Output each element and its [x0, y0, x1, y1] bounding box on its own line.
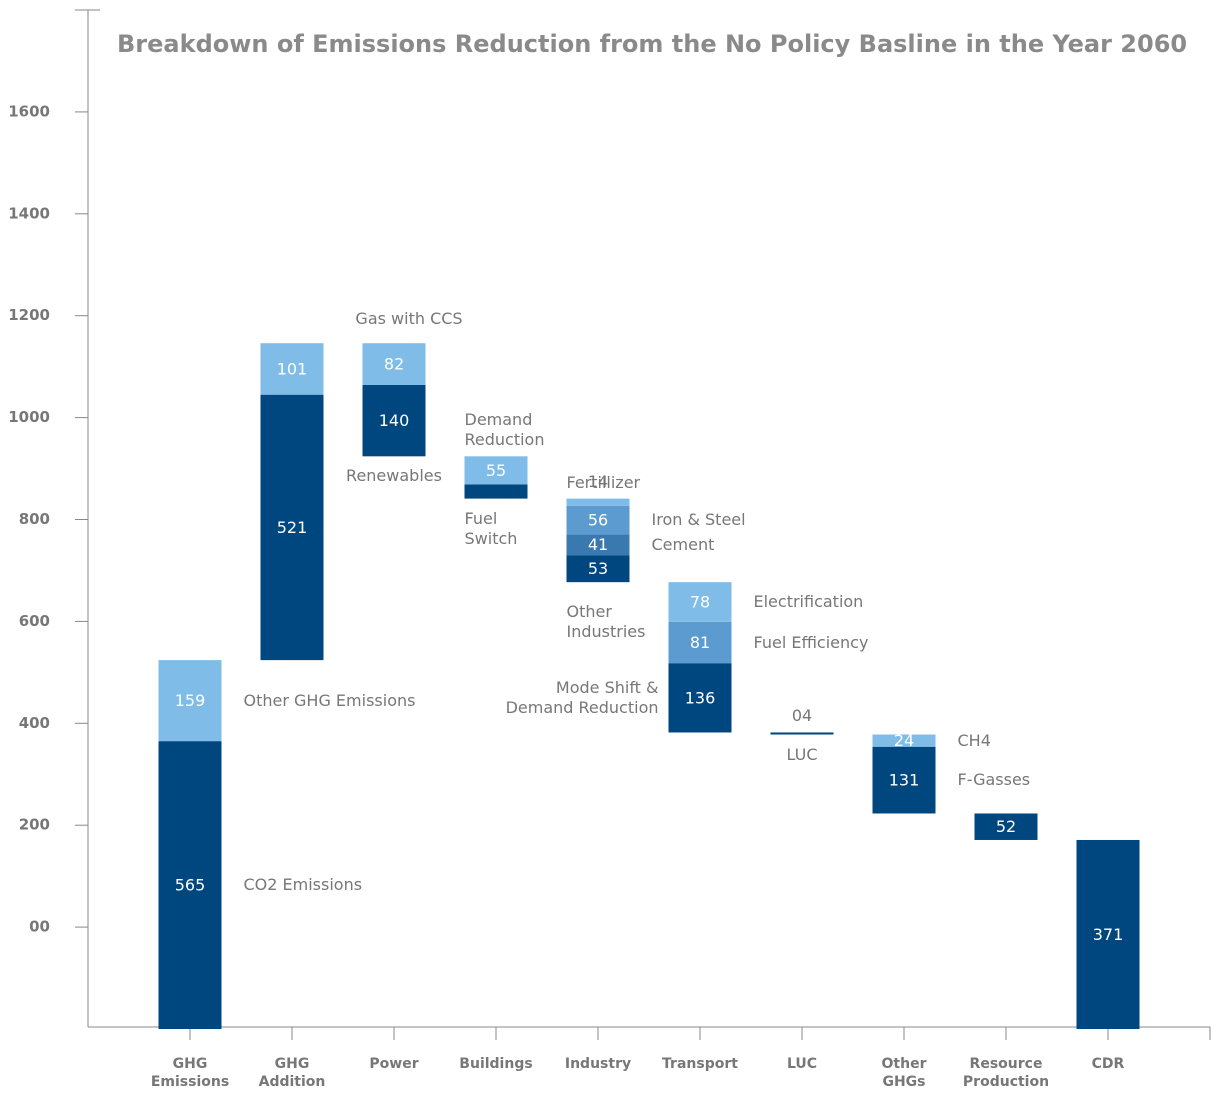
y-tick-label: 1400 — [8, 204, 50, 222]
bar-segment — [362, 384, 426, 457]
value-label: 56 — [588, 511, 608, 530]
bar-segment — [260, 394, 324, 661]
value-label: 53 — [588, 559, 608, 578]
y-tick-label: 200 — [19, 816, 50, 834]
bar-segment — [566, 505, 630, 535]
segment-name: Mode Shift & Demand Reduction — [505, 677, 659, 717]
segment-name: Other Industries — [566, 602, 646, 642]
x-tick-label: Transport — [662, 1056, 738, 1072]
y-tick-label: 800 — [19, 510, 50, 528]
value-label: 41 — [588, 535, 608, 554]
value-label: 24 — [894, 731, 914, 750]
segment-name: Iron & Steel — [651, 510, 746, 529]
value-label: 52 — [996, 817, 1016, 836]
bar-segment — [770, 732, 834, 735]
bar-segment — [158, 741, 222, 1029]
bar-segment — [158, 660, 222, 742]
value-label: 159 — [175, 691, 206, 710]
segment-name: CO2 Emissions — [243, 875, 363, 895]
bar-segment — [872, 746, 936, 814]
x-tick-label: Other GHGs — [881, 1056, 927, 1090]
x-tick-label: CDR — [1091, 1056, 1125, 1072]
segment-name: Fuel Switch — [464, 508, 518, 548]
segment-name: Renewables — [346, 466, 442, 486]
x-tick-label: GHG Emissions — [150, 1056, 230, 1090]
value-label: 371 — [1093, 925, 1124, 944]
bar-segment — [566, 555, 630, 583]
segment-name: LUC — [786, 744, 818, 764]
bar-segment — [464, 484, 528, 499]
x-tick-label: LUC — [786, 1056, 818, 1072]
bar-segment — [566, 498, 630, 506]
segment-name: F-Gasses — [957, 770, 1031, 790]
value-label: 131 — [889, 771, 920, 790]
segment-name: Demand Reduction — [464, 410, 545, 450]
x-tick-label: Buildings — [459, 1056, 533, 1072]
x-tick-label: Industry — [564, 1056, 632, 1072]
segment-name: Fertillizer — [566, 472, 641, 492]
x-tick-label: Resource Production — [962, 1056, 1050, 1090]
value-label: 78 — [690, 593, 710, 612]
x-tick-label: Power — [369, 1056, 419, 1072]
value-label: 04 — [792, 706, 812, 725]
bar-segment — [974, 813, 1038, 840]
y-tick-label: 600 — [19, 612, 50, 630]
y-tick-label: 00 — [29, 918, 50, 936]
value-label: 136 — [685, 688, 716, 707]
bar-segment — [668, 621, 732, 664]
value-label: 565 — [175, 876, 206, 895]
segment-name: Cement — [651, 534, 715, 554]
segment-name: Gas with CCS — [355, 309, 463, 329]
bar-segment — [362, 343, 426, 385]
segment-name: Other GHG Emissions — [243, 690, 416, 710]
x-tick-label: GHG Addition — [258, 1056, 326, 1090]
value-label: 55 — [486, 461, 506, 480]
bar-segment — [464, 456, 528, 485]
value-label: 101 — [277, 359, 308, 378]
chart-title: Breakdown of Emissions Reduction from th… — [117, 30, 1187, 58]
bar-segment — [668, 582, 732, 622]
value-label: 82 — [384, 355, 404, 374]
value-label: 521 — [277, 518, 308, 537]
value-label: 14 — [588, 472, 608, 491]
segment-name: Fuel Efficiency — [753, 632, 869, 652]
segment-name: Electrification — [753, 592, 864, 612]
segment-name: CH4 — [957, 730, 991, 750]
y-tick-label: 1600 — [8, 102, 50, 120]
value-label: 81 — [690, 633, 710, 652]
bar-segment — [668, 663, 732, 733]
value-label: 140 — [379, 411, 410, 430]
bar-segment — [1076, 839, 1140, 1029]
bar-segment — [260, 343, 324, 395]
y-tick-label: 1000 — [8, 408, 50, 426]
y-tick-label: 1200 — [8, 306, 50, 324]
bar-segment — [872, 734, 936, 747]
bar-segment — [566, 534, 630, 556]
y-tick-label: 400 — [19, 714, 50, 732]
